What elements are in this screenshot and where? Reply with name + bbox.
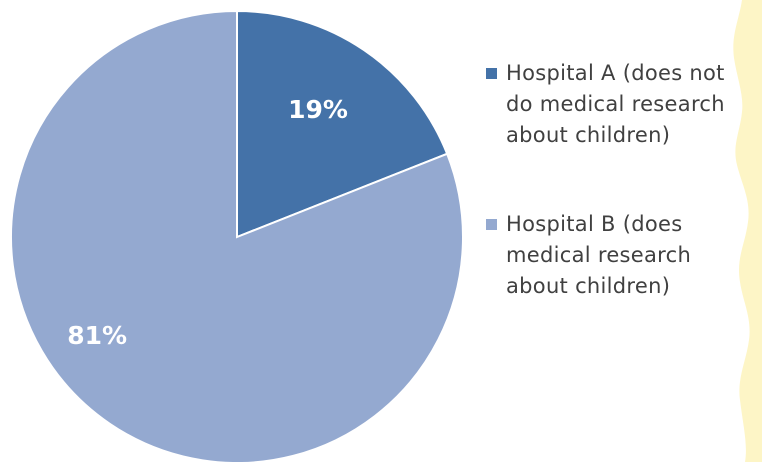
legend-swatch-hospital-a xyxy=(486,68,497,79)
data-label-hospital-b: 81% xyxy=(67,321,127,350)
pie-slice-hospital-a xyxy=(236,9,449,239)
data-label-hospital-a: 19% xyxy=(288,95,348,124)
legend-swatch-hospital-b xyxy=(486,219,497,230)
legend-item-hospital-b: Hospital B (does medical research about … xyxy=(486,209,758,302)
legend: Hospital A (does not do medical research… xyxy=(486,58,758,302)
pie-slice-hospital-b xyxy=(10,9,464,462)
legend-label-hospital-b: Hospital B (does medical research about … xyxy=(506,212,692,298)
legend-label-hospital-a: Hospital A (does not do medical research… xyxy=(506,61,725,147)
legend-item-hospital-a: Hospital A (does not do medical research… xyxy=(486,58,758,151)
